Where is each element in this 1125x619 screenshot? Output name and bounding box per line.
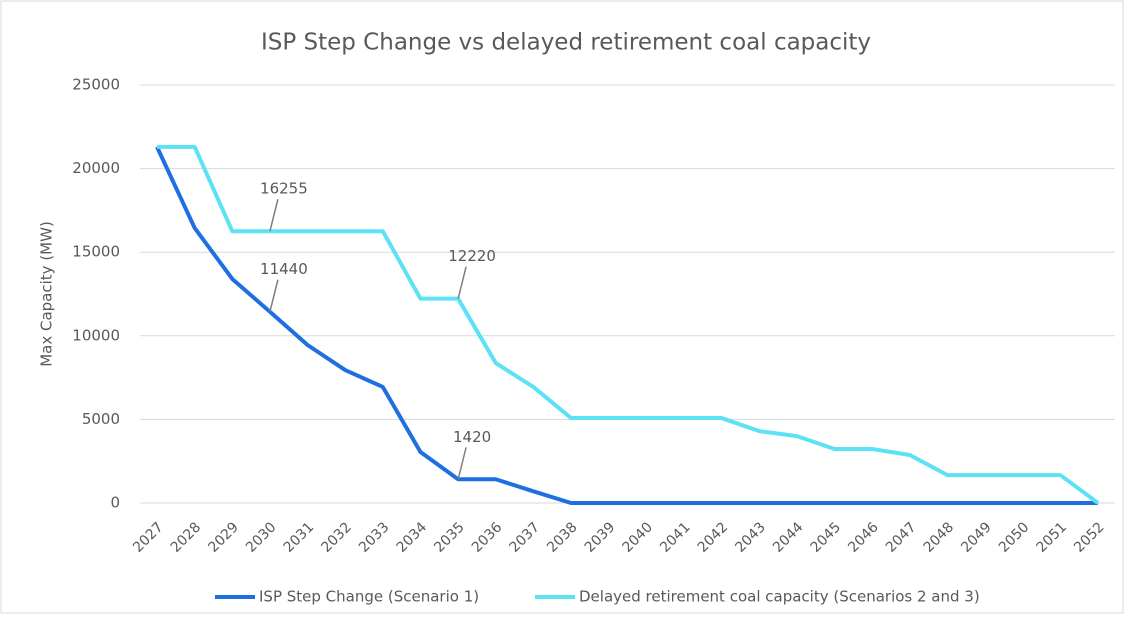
y-tick-label: 20000 [72,159,120,177]
data-label: 1420 [453,428,491,446]
y-tick-label: 0 [110,494,120,512]
y-tick-label: 15000 [72,243,120,261]
series-line [157,144,1100,505]
data-label: 11440 [260,260,308,278]
label-leader [457,447,467,480]
label-leader [269,199,279,232]
label-leader [457,266,467,299]
y-axis-label: Max Capacity (MW) [38,221,56,367]
legend-label: Delayed retirement coal capacity (Scenar… [579,588,980,606]
legend-label: ISP Step Change (Scenario 1) [259,588,479,606]
y-tick-label: 10000 [72,326,120,344]
y-tick-label: 25000 [72,76,120,94]
data-label: 12220 [448,247,496,265]
y-tick-label: 5000 [82,410,120,428]
series-line [155,146,1098,505]
chart-title: ISP Step Change vs delayed retirement co… [261,30,871,56]
data-label: 16255 [260,180,308,198]
label-leader [269,279,279,312]
